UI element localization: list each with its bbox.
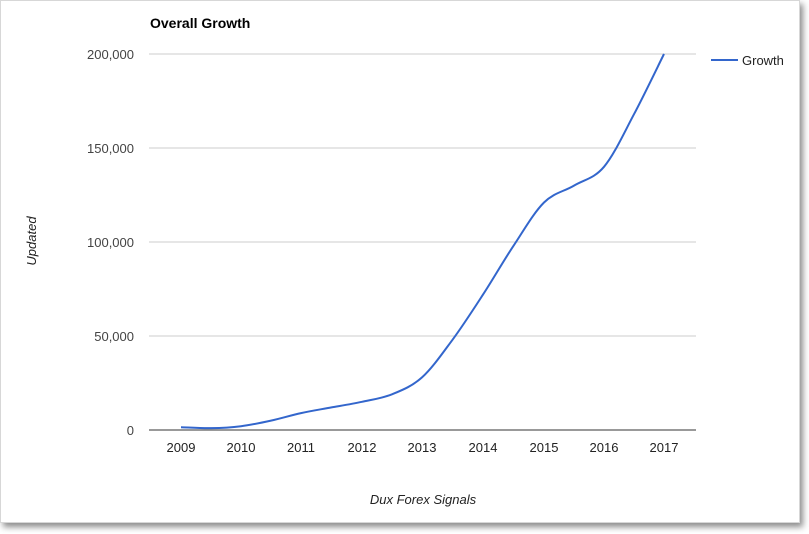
x-tick-label: 2009 xyxy=(167,440,196,455)
x-tick-label: 2017 xyxy=(650,440,679,455)
x-tick-label: 2010 xyxy=(227,440,256,455)
x-tick-label: 2011 xyxy=(287,440,315,455)
x-tick-label: 2014 xyxy=(469,440,498,455)
x-tick-label: 2016 xyxy=(590,440,619,455)
x-axis-label: Dux Forex Signals xyxy=(370,492,477,507)
y-axis-tick-labels: 0 50,000 100,000 150,000 200,000 xyxy=(87,47,134,438)
x-tick-label: 2012 xyxy=(348,440,377,455)
y-tick-label: 150,000 xyxy=(87,141,134,156)
y-tick-label: 200,000 xyxy=(87,47,134,62)
y-tick-label: 0 xyxy=(127,423,134,438)
y-tick-label: 100,000 xyxy=(87,235,134,250)
legend-label-growth: Growth xyxy=(742,53,784,68)
legend: Growth xyxy=(711,53,784,68)
y-tick-label: 50,000 xyxy=(94,329,134,344)
chart-title: Overall Growth xyxy=(150,15,250,31)
x-axis-tick-labels: 2009 2010 2011 2012 2013 2014 2015 2016 2017 xyxy=(167,440,679,455)
series-layer xyxy=(180,53,665,430)
line-chart: Overall Growth 0 50,000 100,000 150,000 200,… xyxy=(24,15,784,507)
y-axis-label: Updated xyxy=(24,216,39,266)
gridlines xyxy=(149,53,696,337)
chart-frame: Overall Growth 0 50,000 100,000 150,000 200,… xyxy=(0,0,800,523)
x-tick-label: 2015 xyxy=(530,440,559,455)
x-tick-label: 2013 xyxy=(408,440,437,455)
series-line-growth xyxy=(180,53,665,430)
